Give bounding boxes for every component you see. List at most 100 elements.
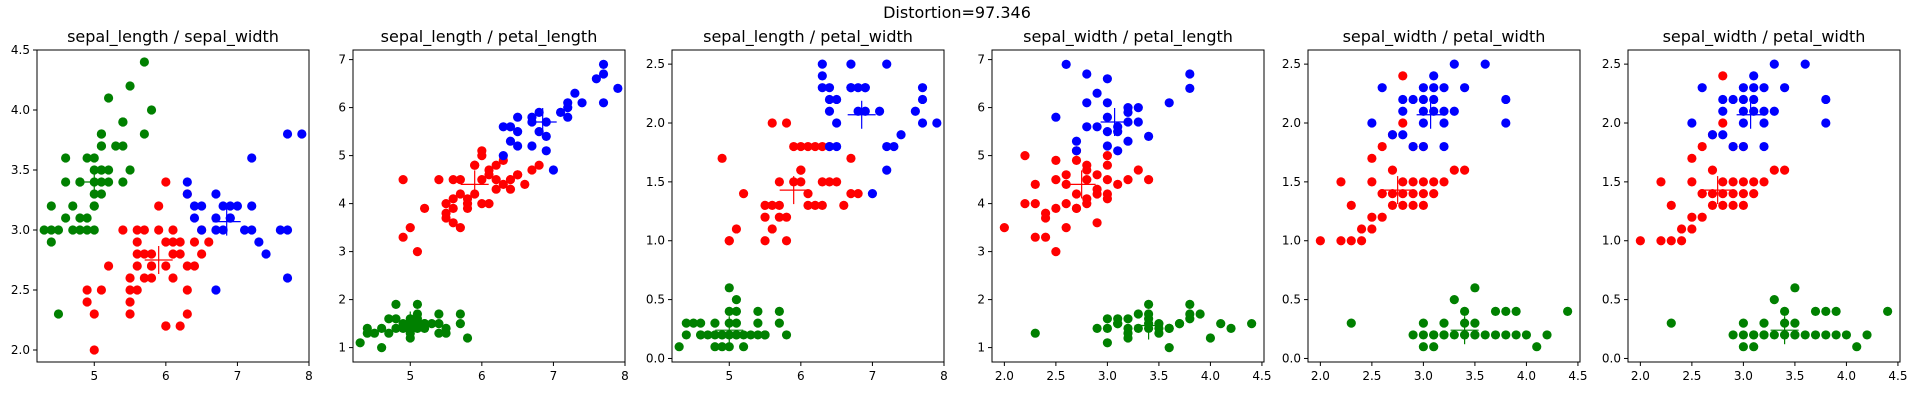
data-point [498,122,508,132]
y-tick-label: 1 [977,341,985,355]
data-point [710,318,720,328]
data-point [1356,224,1367,234]
data-point [1346,200,1356,211]
data-point [1749,189,1759,199]
data-point [860,83,870,93]
data-point [275,225,285,235]
subplot-1: sepal_length / sepal_width 5 6 7 8 2.0 2.5 3.0 3… [11,27,313,383]
data-point [534,160,544,170]
data-point [874,106,885,116]
data-point [154,225,164,235]
data-point [1377,212,1387,222]
data-point [1408,330,1418,340]
y-tick-label: 1.5 [1282,175,1301,189]
data-point [182,177,192,187]
data-point [1102,98,1112,108]
data-point [832,118,842,128]
data-point [738,189,749,199]
data-point [534,127,544,137]
data-point [1883,306,1893,316]
subplot-4: sepal_width / petal_length 2.0 2.5 3.0 3.5 4.… [977,27,1271,383]
plot-frame [671,49,945,363]
data-point [1061,170,1071,180]
y-tick-label: 0.0 [1602,351,1621,365]
data-point [434,309,444,319]
data-point [1418,177,1428,187]
data-point [1051,155,1061,165]
x-tick-label: 4.5 [1252,369,1271,383]
data-point [1418,318,1428,328]
data-point [1656,177,1666,187]
data-point [1102,189,1112,199]
data-point [89,153,99,163]
data-point [1831,306,1841,316]
data-point [853,106,863,116]
data-point [1398,106,1408,116]
data-point [774,306,784,316]
data-point [82,297,92,307]
data-point [477,146,487,156]
data-point [1862,330,1872,340]
data-point [598,98,609,108]
data-point [1367,118,1377,128]
data-point [860,106,870,116]
data-point [853,83,863,93]
data-point [1759,141,1769,152]
data-point [1821,94,1831,105]
data-point [1511,330,1521,340]
data-point [297,129,307,139]
data-point [1082,69,1092,79]
data-point [168,273,178,283]
data-point [917,83,928,93]
data-point [161,177,171,187]
data-point [1082,98,1092,108]
data-point [46,237,56,247]
data-point [477,175,487,185]
data-point [182,309,192,319]
data-point [125,273,135,283]
data-point [1687,212,1697,222]
data-point [1470,318,1480,328]
y-tick-label: 0.0 [1282,351,1301,365]
data-point [412,314,423,324]
data-point [513,170,523,180]
data-point [362,323,372,333]
x-tick-label: 5 [406,369,414,383]
x-tick-label: 4.0 [1201,369,1220,383]
data-point [1780,83,1790,93]
y-tick-label: 2.5 [646,57,665,71]
data-point [441,208,451,218]
data-point [1030,328,1040,338]
data-point [1102,141,1112,151]
data-point [1092,122,1102,132]
data-point [1490,330,1501,340]
data-point [1759,318,1769,328]
data-point [75,225,85,235]
data-point [377,343,387,353]
data-point [1728,94,1738,105]
data-point [125,165,135,175]
data-point [1460,83,1470,93]
data-point [1092,170,1102,180]
data-point [513,141,523,151]
data-point [391,299,401,309]
x-tick-label: 2.5 [1046,369,1065,383]
data-point [1082,122,1092,132]
data-point [139,249,149,259]
plot-frame [1307,49,1581,363]
data-point [1810,330,1821,340]
y-tick-label: 1.5 [646,175,665,189]
data-point [175,321,185,331]
data-point [796,165,806,175]
data-point [182,285,192,295]
data-point [61,177,71,187]
subplot-title: sepal_length / petal_length [381,27,598,47]
data-point [189,261,200,271]
data-point [1800,59,1810,69]
data-point [1470,283,1480,293]
data-point [132,285,142,295]
data-point [753,306,763,316]
data-point [1697,212,1707,222]
data-point [168,225,178,235]
data-point [810,200,820,211]
